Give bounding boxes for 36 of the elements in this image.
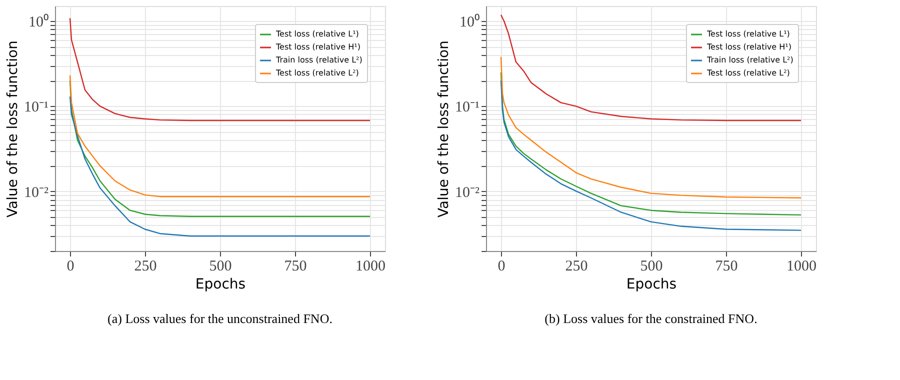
y-axis-title: Value of the loss function [5, 40, 22, 218]
x-tick-label: 500 [209, 258, 232, 274]
x-tick-label: 0 [498, 258, 506, 274]
y-tick-label: 10⁻¹ [455, 100, 480, 116]
x-tick-label: 750 [715, 258, 738, 274]
line-series [500, 14, 802, 122]
legend-label: Test loss (relative L²) [275, 68, 359, 78]
line-series [500, 56, 802, 198]
legend-label: Train loss (relative L²) [275, 56, 362, 64]
line-series [69, 18, 371, 122]
legend-label: Test loss (relative L¹) [706, 30, 790, 38]
y-tick-label: 10⁰ [28, 14, 48, 31]
y-tick-label: 10⁻¹ [24, 100, 48, 116]
text: (b) Loss values for the constrained FNO. [544, 311, 758, 326]
x-axis-title: Epochs [195, 276, 246, 292]
x-axis-title: Epochs [626, 276, 677, 292]
legend-label: Test loss (relative L²) [706, 68, 790, 78]
legend-label: Test loss (relative H¹) [706, 42, 792, 52]
x-tick-label: 750 [284, 258, 307, 274]
x-tick-label: 1000 [356, 258, 386, 274]
x-tick-label: 0 [66, 258, 74, 274]
legend-label: Test loss (relative H¹) [275, 42, 360, 52]
x-tick-label: 250 [134, 258, 157, 274]
y-tick-label: 10⁻² [24, 184, 49, 201]
y-axis-title: Value of the loss function [436, 40, 452, 218]
line-series [69, 74, 371, 198]
x-tick-label: 250 [565, 258, 588, 274]
line-series [69, 96, 371, 237]
line-series [69, 80, 371, 217]
y-tick-label: 10⁻² [455, 184, 480, 201]
text: (a) Loss values for the unconstrained FNO. [108, 311, 332, 326]
legend-label: Test loss (relative L¹) [275, 30, 359, 38]
x-tick-label: 500 [640, 258, 663, 274]
legend-label: Train loss (relative L²) [706, 56, 794, 64]
y-tick-label: 10⁰ [460, 14, 480, 31]
x-tick-label: 1000 [786, 258, 816, 274]
